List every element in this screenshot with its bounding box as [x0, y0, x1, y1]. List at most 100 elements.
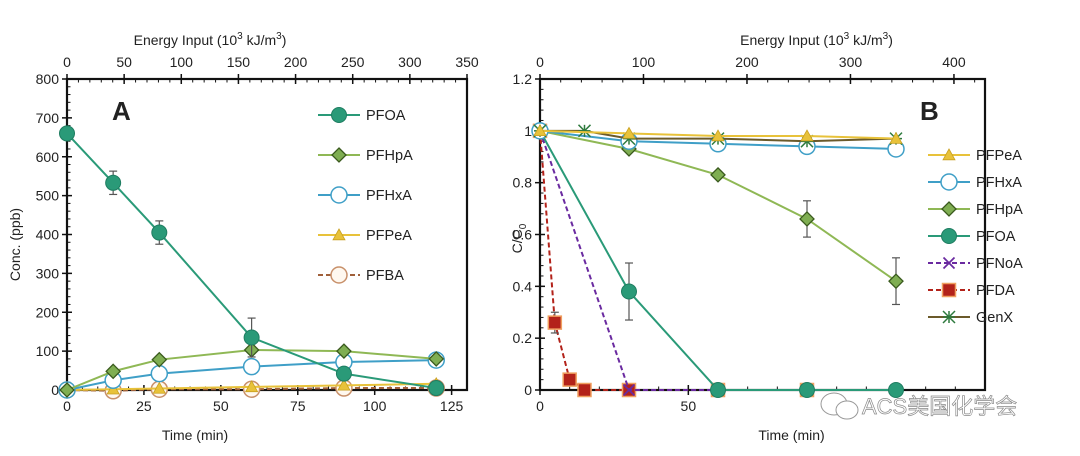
legend-label: PFHxA [366, 188, 412, 204]
legend-label: PFHxA [976, 175, 1022, 191]
legend-label: PFPeA [366, 228, 412, 244]
y-tick-label: 300 [36, 265, 60, 281]
legend-item: PFNoA [928, 256, 1023, 272]
data-point [711, 129, 725, 142]
data-point-shape [621, 283, 637, 300]
x-tick-label: 25 [136, 398, 152, 414]
watermark: ACS美国化学会 [820, 392, 1018, 420]
data-point [621, 283, 637, 300]
data-point-shape [242, 357, 261, 376]
data-point-shape [335, 365, 352, 382]
y-tick-label: 200 [36, 304, 60, 320]
legend: PFOA PFHpA PFHxA PFPeA PFBA [318, 107, 413, 284]
y-tick-label: 0.4 [513, 278, 533, 294]
legend-item: PFBA [318, 266, 404, 284]
data-point [799, 211, 815, 227]
y-tick-label: 0.8 [513, 175, 533, 191]
data-point [151, 351, 168, 368]
legend-item: PFPeA [928, 148, 1022, 164]
data-point [622, 126, 636, 139]
series-pfoa [59, 125, 445, 397]
top-x-tick-label: 100 [170, 54, 194, 70]
panel-letter: B [920, 96, 939, 126]
y-tick-label: 0 [51, 382, 59, 398]
series-line [540, 129, 897, 143]
data-point [335, 365, 352, 382]
top-axis-title-part: 3 [237, 31, 243, 42]
top-x-tick-label: 400 [942, 54, 966, 70]
series-pfhxa [58, 351, 445, 399]
legend: PFPeA PFHxA PFHpA PFOA PFNoA PFDA GenX [928, 148, 1023, 326]
legend-item: PFPeA [318, 228, 412, 244]
wechat-logo-icon [835, 400, 859, 420]
x-tick-label: 50 [213, 398, 229, 414]
data-point-shape [888, 382, 904, 398]
legend-item: PFHpA [928, 201, 1023, 218]
legend-item: PFHxA [318, 186, 412, 204]
y-axis-title-main: C/C [509, 229, 525, 253]
y-tick-label: 1 [524, 123, 532, 139]
top-axis-title-part: ) [888, 32, 893, 48]
data-point-shape [799, 382, 815, 398]
data-point [336, 343, 352, 360]
data-point [105, 363, 122, 380]
data-point-shape [151, 351, 168, 368]
y-tick-label: 700 [36, 110, 60, 126]
legend-label: PFDA [976, 283, 1015, 299]
top-axis-title-part: kJ/m [243, 32, 276, 48]
data-point-shape [151, 224, 168, 241]
top-x-tick-label: 300 [398, 54, 422, 70]
data-point [562, 372, 577, 387]
y-axis-title-sub: 0 [518, 223, 529, 229]
series-pfnoa [533, 124, 903, 397]
top-x-tick-label: 200 [735, 54, 759, 70]
data-point-shape [336, 343, 352, 360]
series-line [66, 382, 437, 391]
data-point-stroke [622, 383, 636, 397]
legend-item: PFHpA [318, 147, 413, 164]
legend-label: GenX [976, 310, 1013, 326]
data-point-shape [710, 166, 726, 183]
data-point-shape [710, 382, 726, 398]
legend-marker-shape [940, 173, 958, 191]
legend-marker-shape [941, 228, 957, 244]
x-tick-label: 0 [536, 398, 544, 414]
legend-label: PFPeA [976, 148, 1022, 164]
legend-marker-shape [942, 148, 956, 161]
plot-frame [538, 77, 987, 392]
data-point-shape [562, 372, 577, 387]
legend-marker [331, 147, 347, 163]
legend-item: GenX [928, 310, 1013, 326]
legend-marker [332, 228, 346, 241]
x-tick-label: 0 [63, 398, 71, 414]
y-tick-label: 0.2 [513, 330, 533, 346]
legend-marker-shape [330, 266, 348, 284]
legend-marker-shape [331, 147, 347, 163]
data-point-shape [622, 126, 636, 139]
legend-item: PFDA [928, 282, 1015, 299]
series-pfda [532, 123, 815, 398]
data-point-shape [800, 129, 814, 142]
data-point [243, 329, 260, 346]
data-point-shape [150, 364, 169, 383]
data-point-shape [244, 380, 259, 393]
top-x-tick-label: 200 [284, 54, 308, 70]
x-tick-label: 50 [681, 398, 697, 414]
legend-label: PFNoA [976, 256, 1023, 272]
data-point [150, 364, 169, 383]
data-point [547, 315, 563, 330]
x-axis-title: Time (min) [162, 427, 228, 443]
y-tick-label: 400 [36, 227, 60, 243]
legend-label: PFOA [976, 229, 1016, 245]
data-point-shape [428, 380, 445, 397]
legend-marker [940, 173, 958, 191]
data-point-shape [888, 273, 904, 290]
data-point [428, 350, 445, 367]
y-axis-title: C/C0 [509, 223, 529, 253]
data-point [242, 357, 261, 376]
x-tick-label: 125 [440, 398, 464, 414]
panel-letter: A [112, 96, 131, 126]
legend-item: PFHxA [928, 173, 1022, 191]
